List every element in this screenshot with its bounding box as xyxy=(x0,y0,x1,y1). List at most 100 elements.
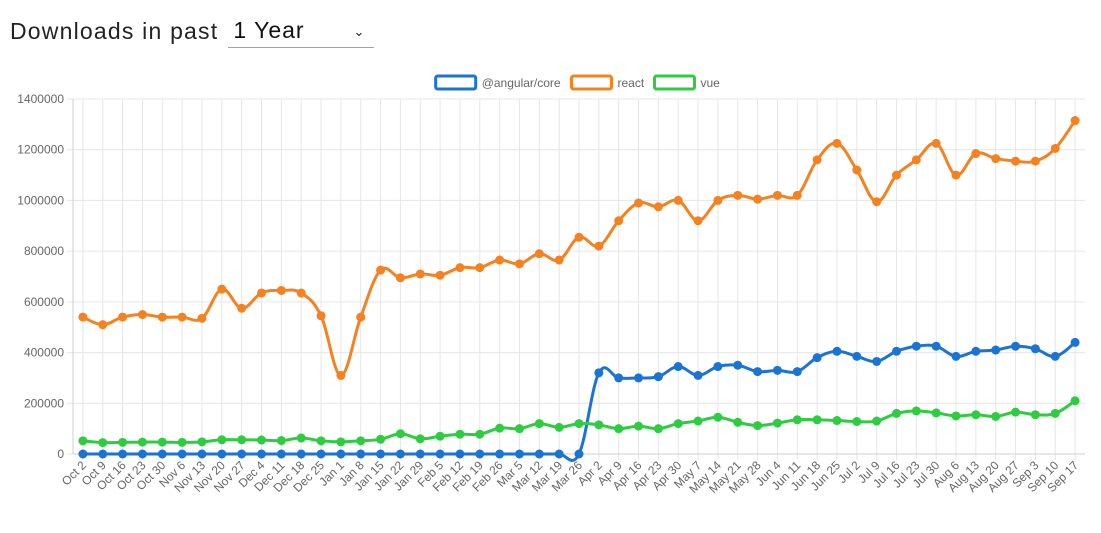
data-point-react xyxy=(753,194,763,204)
data-point-react xyxy=(1070,116,1080,126)
y-tick-label: 1000000 xyxy=(17,193,64,207)
data-point-react xyxy=(177,312,187,322)
data-point-vue xyxy=(812,415,822,425)
data-point-react xyxy=(237,303,247,313)
period-select-value: 1 Year xyxy=(233,17,305,43)
data-point-vue xyxy=(376,434,386,444)
data-point-vue xyxy=(753,421,763,431)
data-point-react xyxy=(435,270,445,280)
data-point-react xyxy=(495,255,505,265)
data-point-angular xyxy=(415,449,425,459)
data-point-angular xyxy=(1070,337,1080,347)
data-point-react xyxy=(534,249,544,259)
data-point-vue xyxy=(177,437,187,447)
period-select[interactable]: 1 Year ⌄ xyxy=(228,15,375,48)
data-point-react xyxy=(415,269,425,279)
data-point-angular xyxy=(673,362,683,372)
data-point-react xyxy=(634,198,644,208)
data-point-vue xyxy=(574,419,584,429)
data-point-react xyxy=(792,190,802,200)
legend-swatch-angular[interactable] xyxy=(434,74,478,91)
data-point-angular xyxy=(911,341,921,351)
data-point-react xyxy=(98,320,108,330)
data-point-react xyxy=(911,155,921,165)
data-point-react xyxy=(1030,156,1040,166)
legend-label-react[interactable]: react xyxy=(618,76,645,90)
data-point-angular xyxy=(475,449,485,459)
data-point-vue xyxy=(792,415,802,425)
data-point-vue xyxy=(534,419,544,429)
data-point-angular xyxy=(1030,344,1040,354)
data-point-vue xyxy=(653,424,663,434)
data-point-angular xyxy=(197,449,207,459)
data-point-angular xyxy=(257,449,267,459)
data-point-angular xyxy=(276,449,286,459)
data-point-react xyxy=(336,370,346,380)
data-point-angular xyxy=(395,449,405,459)
data-point-react xyxy=(554,255,564,265)
legend-swatch-vue[interactable] xyxy=(653,74,696,91)
data-point-vue xyxy=(395,429,405,439)
data-point-vue xyxy=(98,438,108,448)
data-point-vue xyxy=(614,424,624,434)
data-point-react xyxy=(475,263,485,273)
data-point-react xyxy=(118,312,128,322)
y-tick-label: 800000 xyxy=(24,244,64,258)
data-point-vue xyxy=(435,431,445,441)
y-tick-label: 0 xyxy=(57,447,64,461)
legend-label-vue[interactable]: vue xyxy=(701,76,721,90)
legend-label-angular[interactable]: @angular/core xyxy=(482,76,561,90)
data-point-angular xyxy=(634,373,644,383)
data-point-angular xyxy=(118,449,128,459)
legend-swatch-react[interactable] xyxy=(570,74,613,91)
data-point-angular xyxy=(554,449,564,459)
data-point-vue xyxy=(713,412,723,422)
data-point-angular xyxy=(356,449,366,459)
data-point-angular xyxy=(951,351,961,361)
data-point-vue xyxy=(693,416,703,426)
data-point-vue xyxy=(891,408,901,418)
data-point-angular xyxy=(733,360,743,370)
data-point-angular xyxy=(495,449,505,459)
data-point-vue xyxy=(634,421,644,431)
data-point-vue xyxy=(673,419,683,429)
data-point-vue xyxy=(276,436,286,446)
data-point-vue xyxy=(971,410,981,420)
data-point-react xyxy=(891,170,901,180)
y-tick-label: 200000 xyxy=(24,396,64,410)
data-point-vue xyxy=(415,434,425,444)
data-point-vue xyxy=(554,422,564,432)
data-point-react xyxy=(653,202,663,212)
data-point-vue xyxy=(594,420,604,430)
data-point-angular xyxy=(614,373,624,383)
y-tick-label: 400000 xyxy=(24,346,64,360)
data-point-react xyxy=(157,312,167,322)
data-point-angular xyxy=(98,449,108,459)
data-point-react xyxy=(971,149,981,159)
data-point-react xyxy=(514,259,524,269)
data-point-angular xyxy=(693,370,703,380)
downloads-label: Downloads in past xyxy=(10,17,219,44)
data-point-vue xyxy=(991,411,1001,421)
data-point-vue xyxy=(495,423,505,433)
data-point-angular xyxy=(514,449,524,459)
data-point-vue xyxy=(1050,408,1060,418)
chevron-down-icon: ⌄ xyxy=(353,23,365,39)
data-point-react xyxy=(931,138,941,148)
data-point-react xyxy=(574,232,584,242)
data-point-vue xyxy=(197,437,207,447)
data-point-vue xyxy=(1030,410,1040,420)
data-point-angular xyxy=(891,346,901,356)
data-point-vue xyxy=(852,417,862,427)
data-point-react xyxy=(137,310,147,320)
data-point-vue xyxy=(157,437,167,447)
data-point-react xyxy=(733,190,743,200)
data-point-angular xyxy=(792,367,802,377)
data-point-angular xyxy=(1050,351,1060,361)
data-point-vue xyxy=(772,418,782,428)
data-point-vue xyxy=(296,433,306,443)
data-point-vue xyxy=(336,437,346,447)
data-point-angular xyxy=(296,449,306,459)
data-point-react xyxy=(713,195,723,205)
